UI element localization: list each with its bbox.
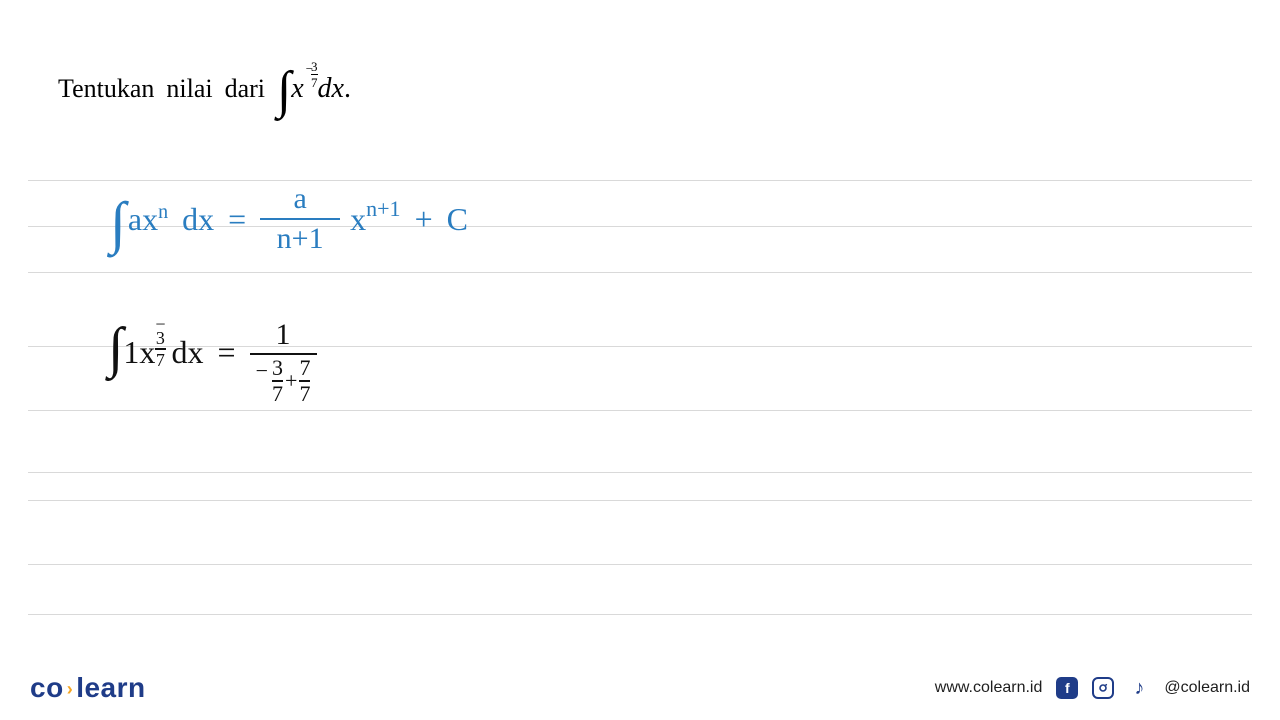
exponent-fraction: 3 7 [311,60,318,89]
logo-right: learn [76,672,145,704]
problem-word-2: nilai [166,74,212,104]
worked-rhs-fraction: 1 − 3 7 + 7 7 [250,320,317,404]
problem-word-1: Tentukan [58,74,154,104]
worked-diff: dx [172,334,204,371]
worked-equals: = [218,334,236,371]
worked-exp-den: 7 [156,352,165,368]
problem-statement: Tentukan nilai dari ∫ x − 3 7 dx . [58,68,351,110]
integral-sign: ∫ [277,70,291,112]
formula-exp: n [158,201,168,223]
formula-coeff: a [128,201,142,237]
ruled-line [28,272,1252,273]
integral-variable: x [291,73,303,105]
worked-den-frac2: 7 7 [299,358,310,404]
worked-rhs-den: − 3 7 + 7 7 [256,358,311,404]
page-root: Tentukan nilai dari ∫ x − 3 7 dx . ∫ axn… [0,0,1280,720]
worked-line: ∫ 1x − 3 7 dx = 1 − 3 7 + 7 [108,320,317,404]
worked-rhs-num: 1 [250,320,317,350]
formula-equals: = [228,201,246,238]
trailing-period: . [344,73,351,105]
brand-logo: co › learn [30,672,146,704]
worked-den-frac2-num: 7 [299,358,310,378]
ruled-line [28,614,1252,615]
footer-right: www.colearn.id f ♪ @colearn.id [935,677,1250,699]
worked-den-frac1-den: 7 [272,384,283,404]
worked-den-sign: − [256,360,268,382]
worked-lhs: 1x [123,334,155,371]
formula-rhs-exp: n+1 [366,196,400,221]
social-handle: @colearn.id [1164,679,1250,697]
facebook-icon: f [1056,677,1078,699]
footer: co › learn www.colearn.id f ♪ @colearn.i… [0,656,1280,720]
worked-den-frac1-num: 3 [272,358,283,378]
logo-left: co [30,672,64,704]
formula-lhs: axn dx [128,201,214,238]
worked-var: x [139,334,155,370]
formula-var: x [142,201,158,237]
logo-separator-icon: › [67,679,74,700]
ruled-line [28,180,1252,181]
worked-den-frac1: 3 7 [272,358,283,404]
formula-rhs-tail: xn+1 + C [350,201,468,238]
ruled-line [28,472,1252,473]
website-url: www.colearn.id [935,679,1043,697]
exponent-denominator: 7 [311,76,318,89]
ruled-line [28,564,1252,565]
formula-const: C [447,201,468,237]
worked-den-plus: + [285,370,297,392]
integral-differential: dx [318,73,344,105]
problem-word-3: dari [225,74,265,104]
worked-den-frac2-den: 7 [299,384,310,404]
worked-exponent: − 3 7 [155,316,165,369]
formula-rhs-var: x [350,201,366,237]
problem-integral: ∫ x − 3 7 dx . [277,68,351,110]
ruled-line [28,410,1252,411]
formula-plus: + [415,201,433,237]
worked-exp-num: 3 [156,330,165,346]
power-rule-formula: ∫ axn dx = a n+1 xn+1 + C [110,184,468,254]
formula-diff: dx [182,201,214,237]
formula-fraction: a n+1 [260,184,340,254]
fraction-bar [260,218,340,220]
formula-frac-den: n+1 [273,224,328,254]
tiktok-icon: ♪ [1128,677,1150,699]
formula-frac-num: a [275,184,324,214]
exponent-numerator: 3 [311,60,318,73]
instagram-icon [1092,677,1114,699]
worked-coeff: 1 [123,334,139,370]
ruled-line [28,500,1252,501]
